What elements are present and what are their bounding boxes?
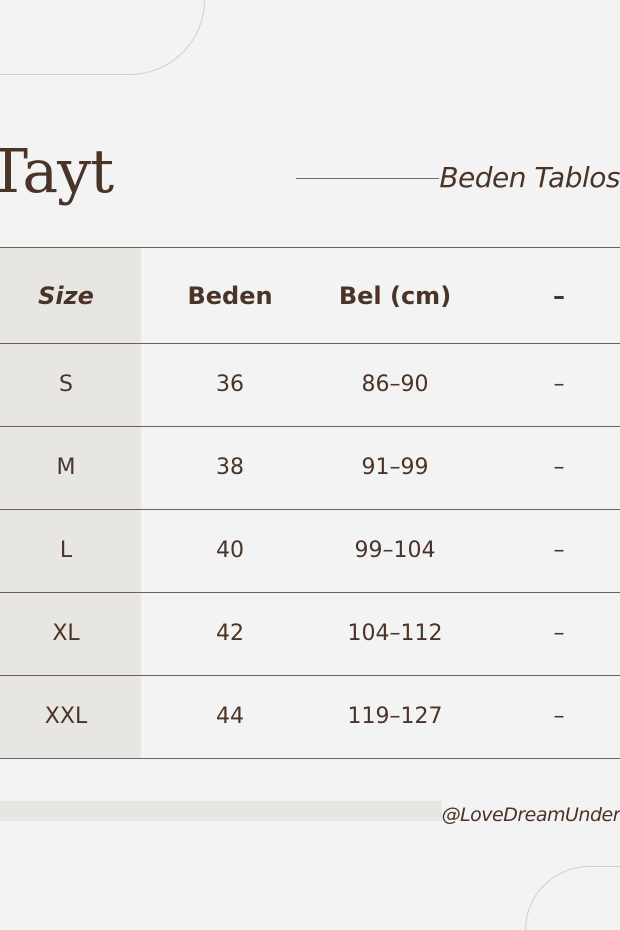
- table-rule: [0, 509, 620, 510]
- table-rule: [0, 343, 620, 344]
- subtitle: Beden Tablos: [439, 161, 620, 194]
- table-rule: [0, 758, 620, 759]
- decorative-rounded-frame-bottom: [525, 866, 620, 930]
- table-cell: 36: [216, 372, 244, 397]
- table-row: S 36 86–90 –: [0, 344, 620, 426]
- footer: @LoveDreamUnder: [0, 801, 620, 829]
- table-cell: 99–104: [354, 538, 436, 563]
- subtitle-row: Beden Tablos: [296, 158, 620, 198]
- table-cell: 44: [216, 704, 244, 729]
- table-cell: XXL: [44, 704, 88, 729]
- subtitle-divider: [296, 177, 440, 179]
- table-cell: 42: [216, 621, 244, 646]
- header-cell: Size: [38, 281, 94, 310]
- table-rule: [0, 592, 620, 593]
- table-cell: –: [553, 538, 565, 563]
- table-cell: 38: [216, 455, 244, 480]
- table-cell: –: [553, 455, 565, 480]
- table-cell: XL: [52, 621, 80, 646]
- header-cell: Beden: [187, 281, 273, 310]
- table-cell: –: [553, 621, 565, 646]
- footer-bar: [0, 801, 442, 821]
- header-cell: Bel (cm): [338, 281, 452, 310]
- table-cell: 104–112: [347, 621, 443, 646]
- table-cell: M: [56, 455, 76, 480]
- size-column-shade: [0, 248, 141, 758]
- table-rule: [0, 247, 620, 248]
- table-cell: –: [553, 704, 565, 729]
- social-handle: @LoveDreamUnder: [441, 804, 620, 826]
- decorative-rounded-frame-top: [0, 0, 205, 75]
- table-cell: L: [59, 538, 73, 563]
- header-cell: –: [553, 281, 565, 310]
- table-cell: 86–90: [361, 372, 429, 397]
- page-title: Tayt: [0, 137, 114, 207]
- table-cell: 119–127: [347, 704, 443, 729]
- table-row: L 40 99–104 –: [0, 510, 620, 592]
- table-row: M 38 91–99 –: [0, 427, 620, 509]
- table-rule: [0, 426, 620, 427]
- table-cell: 91–99: [361, 455, 429, 480]
- table-cell: –: [553, 372, 565, 397]
- table-rule: [0, 675, 620, 676]
- table-header: Size Beden Bel (cm) –: [0, 248, 620, 343]
- table-cell: 40: [216, 538, 244, 563]
- table-row: XL 42 104–112 –: [0, 593, 620, 675]
- table-cell: S: [59, 372, 73, 397]
- table-row: XXL 44 119–127 –: [0, 676, 620, 758]
